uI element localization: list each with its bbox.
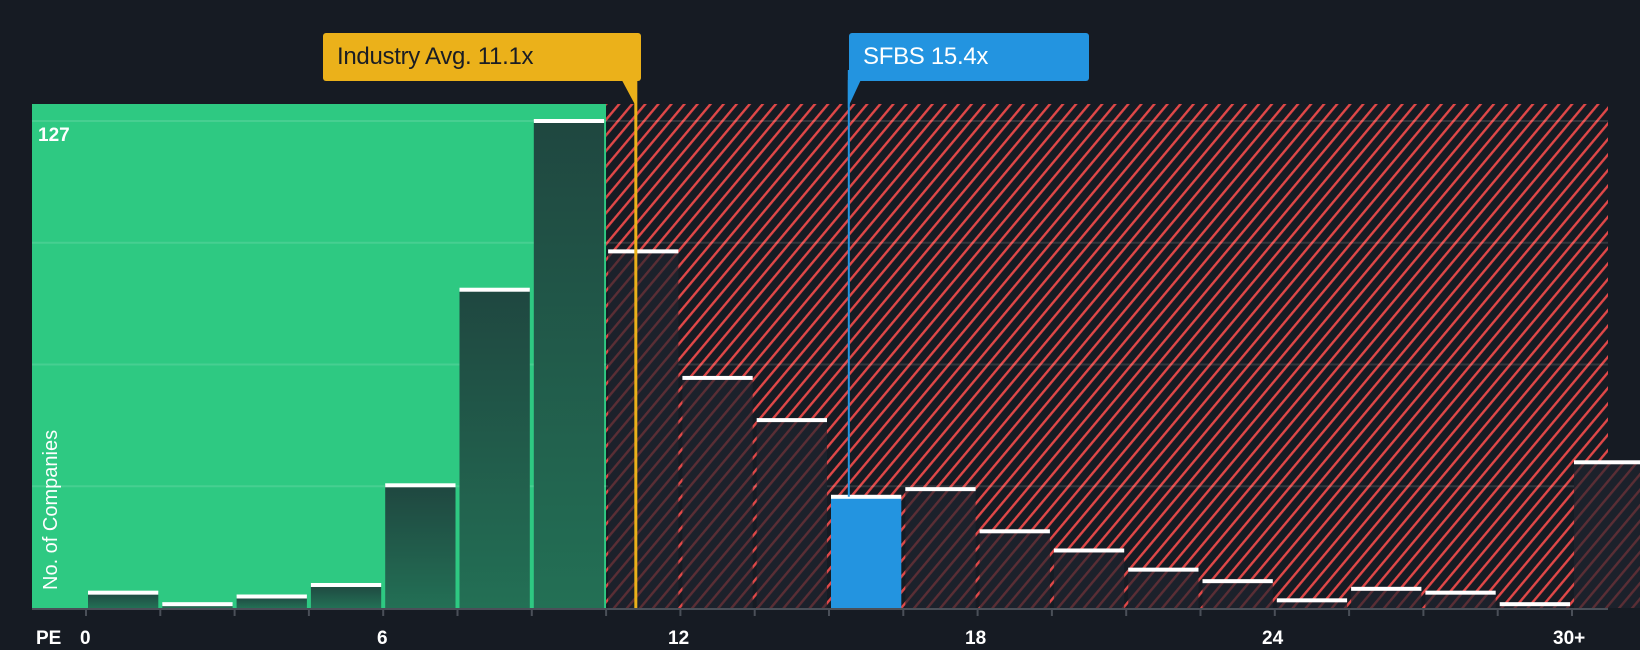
x-tick-12: 12 xyxy=(668,628,690,649)
bar-cap xyxy=(831,494,902,499)
bar-cap xyxy=(88,590,159,595)
y-axis-max-label: 127 xyxy=(38,125,70,146)
x-tick-0: 0 xyxy=(80,628,91,649)
x-tick-18: 18 xyxy=(965,628,987,649)
bar-cap xyxy=(236,594,307,599)
histogram-bar xyxy=(1574,462,1640,608)
bar-cap xyxy=(1128,567,1199,572)
histogram-bar xyxy=(756,420,827,608)
histogram-bar xyxy=(905,489,976,608)
company-bar xyxy=(831,496,902,608)
bar-cap xyxy=(1351,586,1422,591)
histogram-bar xyxy=(1425,592,1496,608)
histogram-bar xyxy=(1053,550,1125,608)
x-tick-24: 24 xyxy=(1262,628,1284,649)
histogram-bar xyxy=(459,289,530,608)
histogram-bar xyxy=(88,592,159,608)
x-tick-6: 6 xyxy=(377,628,388,649)
histogram-bar xyxy=(608,251,679,608)
x-tick-30-plus: 30+ xyxy=(1553,628,1586,649)
bar-cap xyxy=(1053,548,1125,553)
bar-cap xyxy=(459,287,530,292)
y-axis-title: No. of Companies xyxy=(40,429,62,590)
industry-average-label: Industry Avg. 11.1x xyxy=(323,33,641,81)
histogram-bar xyxy=(236,596,307,608)
overvalued-zone xyxy=(606,104,1608,608)
bar-cap xyxy=(1499,602,1570,607)
histogram-bar xyxy=(1128,569,1199,608)
histogram-bar xyxy=(682,377,753,608)
bar-cap xyxy=(682,375,753,380)
bar-cap xyxy=(533,119,605,123)
bar-cap xyxy=(310,582,382,587)
histogram-bar xyxy=(310,584,382,608)
histogram-bar xyxy=(1202,581,1273,608)
bar-cap xyxy=(1202,579,1273,584)
bar-cap xyxy=(162,602,233,607)
histogram-bar xyxy=(1276,600,1348,608)
bar-cap xyxy=(979,529,1050,534)
bar-cap xyxy=(1574,460,1640,465)
histogram-bar xyxy=(1351,588,1422,608)
bar-cap xyxy=(1425,590,1496,595)
bar-cap xyxy=(385,483,456,488)
bar-cap xyxy=(756,418,827,423)
x-axis-title: PE xyxy=(36,628,62,649)
histogram-bar xyxy=(979,531,1050,608)
histogram-bar xyxy=(385,485,456,608)
bar-cap xyxy=(608,249,679,254)
bar-cap xyxy=(1276,598,1348,603)
company-pe-label: SFBS 15.4x xyxy=(849,33,1089,81)
histogram-bar xyxy=(533,121,605,608)
bar-cap xyxy=(905,487,976,492)
